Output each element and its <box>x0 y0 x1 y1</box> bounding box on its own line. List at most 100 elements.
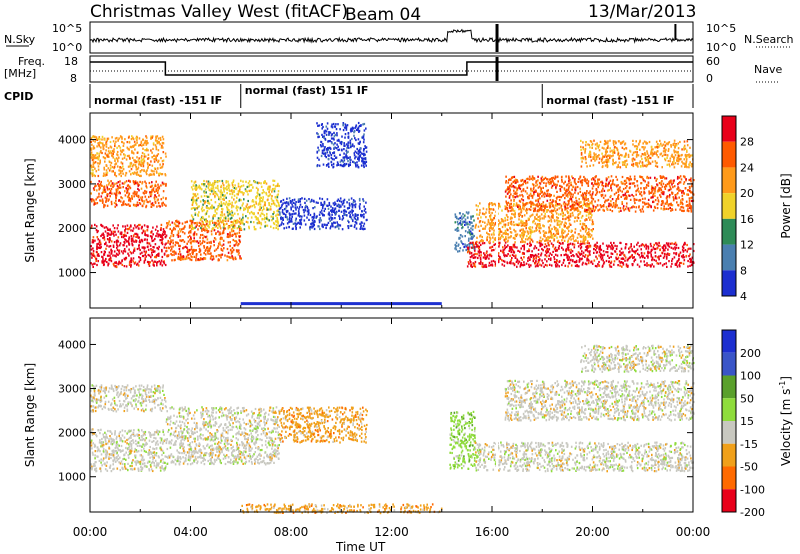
data-pixel <box>284 201 286 204</box>
data-pixel <box>139 239 141 242</box>
data-pixel <box>133 190 136 193</box>
data-pixel <box>504 216 506 220</box>
data-pixel <box>548 263 551 266</box>
data-pixel <box>99 199 101 202</box>
data-pixel <box>110 200 113 203</box>
data-pixel <box>221 244 223 247</box>
data-pixel <box>363 122 366 126</box>
data-pixel <box>144 180 146 183</box>
data-pixel <box>565 222 567 225</box>
data-pixel <box>589 201 592 204</box>
data-pixel <box>189 238 191 241</box>
data-pixel <box>347 150 349 153</box>
data-pixel <box>363 129 366 132</box>
data-pixel <box>579 211 582 214</box>
data-pixel <box>128 242 130 245</box>
data-pixel <box>115 140 117 143</box>
data-pixel <box>220 256 222 259</box>
data-pixel <box>91 198 94 201</box>
data-pixel <box>255 218 258 221</box>
data-pixel <box>537 261 540 264</box>
data-pixel <box>91 143 93 146</box>
data-pixel <box>515 254 517 257</box>
data-pixel <box>221 179 224 183</box>
data-pixel <box>240 199 242 202</box>
data-pixel <box>551 253 553 256</box>
data-pixel <box>257 219 260 222</box>
data-pixel <box>247 182 250 185</box>
data-pixel <box>148 263 150 266</box>
data-pixel <box>351 137 353 141</box>
data-pixel <box>565 248 568 251</box>
data-pixel <box>95 170 98 173</box>
data-pixel <box>574 261 577 264</box>
data-pixel <box>270 225 272 228</box>
data-pixel <box>135 166 137 169</box>
data-pixel <box>230 224 232 227</box>
data-pixel <box>677 258 680 261</box>
data-pixel <box>589 250 591 253</box>
data-pixel <box>264 216 266 220</box>
data-pixel <box>146 139 148 143</box>
data-pixel <box>607 245 609 248</box>
data-pixel <box>585 263 588 266</box>
data-pixel <box>195 184 197 187</box>
data-pixel <box>205 211 208 214</box>
data-pixel <box>546 260 548 263</box>
data-pixel <box>229 231 231 234</box>
data-pixel <box>221 212 223 215</box>
data-pixel <box>523 261 525 264</box>
data-pixel <box>94 161 97 164</box>
data-pixel <box>101 135 104 138</box>
data-pixel <box>336 132 338 135</box>
data-pixel <box>141 232 144 235</box>
data-pixel <box>323 130 326 133</box>
data-pixel <box>151 156 153 159</box>
data-pixel <box>206 224 209 227</box>
data-pixel <box>163 262 166 265</box>
data-pixel <box>92 158 95 161</box>
data-pixel <box>533 247 535 250</box>
data-pixel <box>178 221 181 225</box>
data-pixel <box>481 212 484 215</box>
data-pixel <box>341 159 343 162</box>
data-pixel <box>150 185 153 188</box>
data-pixel <box>320 141 323 144</box>
data-pixel <box>633 175 636 178</box>
data-pixel <box>532 207 535 210</box>
data-pixel <box>268 194 271 197</box>
data-pixel <box>681 248 684 251</box>
data-pixel <box>226 208 229 211</box>
data-pixel <box>566 216 569 219</box>
data-band <box>90 223 167 269</box>
data-pixel <box>96 138 99 141</box>
data-pixel <box>470 251 473 255</box>
data-pixel <box>543 217 545 220</box>
data-pixel <box>115 261 117 264</box>
data-pixel <box>136 233 139 236</box>
data-pixel <box>507 229 509 232</box>
data-pixel <box>554 210 557 213</box>
data-pixel <box>341 135 343 138</box>
data-pixel <box>141 181 144 184</box>
data-pixel <box>474 265 477 268</box>
data-pixel <box>289 201 292 204</box>
data-pixel <box>109 140 112 144</box>
data-pixel <box>94 255 96 258</box>
data-pixel <box>195 254 198 257</box>
data-pixel <box>106 254 109 257</box>
data-pixel <box>190 198 193 202</box>
data-pixel <box>141 205 144 208</box>
data-pixel <box>681 245 684 248</box>
data-pixel <box>362 149 365 152</box>
data-pixel <box>518 208 520 211</box>
data-pixel <box>558 223 561 226</box>
data-pixel <box>97 260 99 263</box>
data-pixel <box>588 210 591 213</box>
data-pixel <box>150 135 152 138</box>
data-pixel <box>462 213 464 216</box>
data-pixel <box>585 249 588 252</box>
data-pixel <box>584 230 587 233</box>
data-pixel <box>139 258 142 262</box>
data-pixel <box>96 202 99 205</box>
